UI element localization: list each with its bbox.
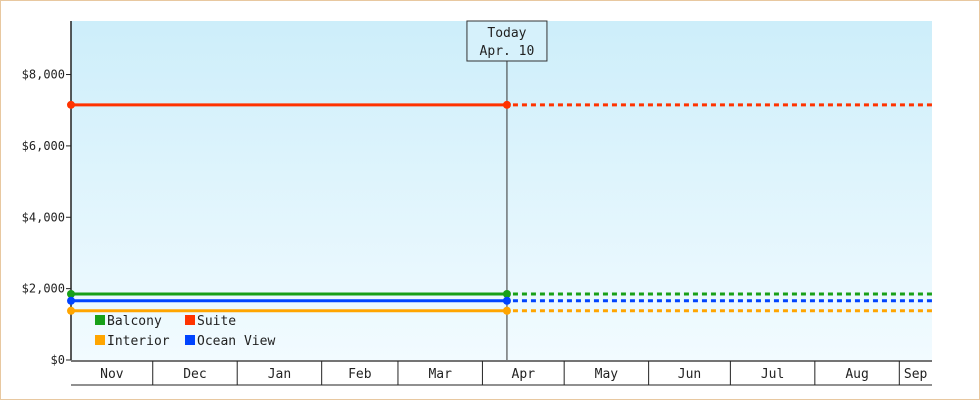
x-tick-label: Apr (512, 367, 536, 382)
y-tick-label: $6,000 (22, 139, 65, 153)
legend-label: Ocean View (197, 334, 275, 349)
x-tick-label: Nov (100, 367, 124, 382)
x-tick-label: Sep (904, 367, 928, 382)
today-title: Today (487, 26, 526, 41)
legend-swatch (185, 335, 195, 345)
y-tick-label: $0 (51, 353, 65, 367)
x-tick-label: Dec (183, 367, 206, 382)
y-tick-label: $4,000 (22, 210, 65, 224)
legend-swatch (95, 335, 105, 345)
x-tick-label: Mar (428, 367, 452, 382)
series-point (67, 100, 75, 109)
today-box (466, 20, 548, 62)
x-tick-label: May (595, 367, 619, 382)
x-tick-label: Jun (678, 367, 701, 382)
series-point (67, 296, 75, 305)
x-tick-label: Aug (845, 367, 868, 382)
plot-background (71, 21, 932, 360)
series-point (502, 296, 511, 305)
x-tick-label: Feb (348, 367, 372, 382)
legend-swatch (185, 315, 195, 325)
y-tick-label: $8,000 (22, 68, 65, 82)
series-point (502, 100, 511, 109)
legend-label: Balcony (107, 314, 162, 329)
y-tick-label: $2,000 (22, 282, 65, 296)
x-tick-label: Jul (761, 367, 784, 382)
legend-label: Suite (197, 314, 236, 329)
today-date: Apr. 10 (480, 44, 535, 59)
series-point (67, 306, 75, 315)
series-point (502, 306, 511, 315)
legend-swatch (95, 315, 105, 325)
x-tick-label: Jan (268, 367, 291, 382)
series-point (502, 289, 511, 298)
legend-label: Interior (107, 334, 170, 349)
series-point (67, 289, 75, 298)
